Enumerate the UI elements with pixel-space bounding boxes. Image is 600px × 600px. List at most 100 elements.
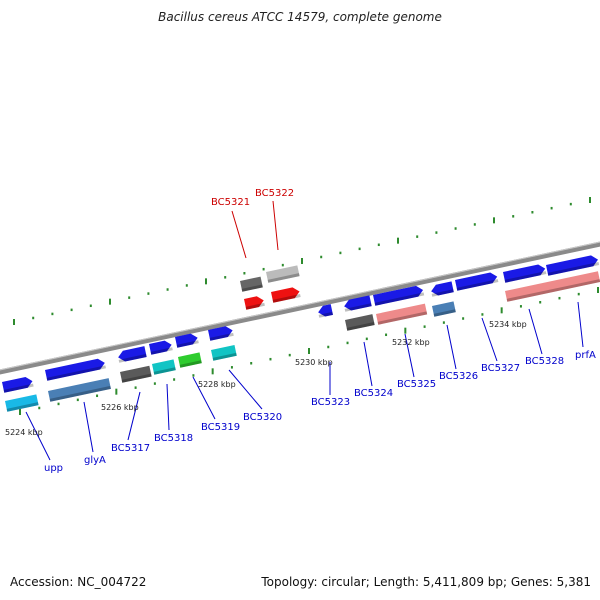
upper-scale-tick (589, 197, 591, 203)
scale-label-5228: 5228 kbp (198, 380, 236, 389)
gene-block-BC5328-lower[interactable] (504, 271, 600, 302)
leader-upp (25, 411, 51, 461)
leader-BC5321 (231, 210, 247, 259)
upper-scale-tick (185, 284, 188, 287)
leader-BC5325 (404, 333, 415, 378)
lower-scale-tick (481, 313, 484, 316)
gene-label-BC5318[interactable]: BC5318 (154, 433, 193, 444)
upper-scale-tick (224, 276, 227, 279)
lower-scale-tick (134, 386, 137, 389)
lower-scale-tick (230, 366, 233, 369)
lower-scale-tick (211, 368, 214, 375)
scale-label-5234: 5234 kbp (489, 320, 527, 329)
lower-scale-tick (577, 292, 580, 296)
upper-scale-tick (512, 215, 515, 218)
upper-scale-tick (147, 292, 150, 295)
gene-block-BC5318[interactable] (149, 339, 173, 355)
gene-label-BC5323[interactable]: BC5323 (311, 397, 350, 408)
lower-scale-tick (96, 394, 99, 398)
map-title: Bacillus cereus ATCC 14579, complete gen… (158, 10, 442, 24)
leader-BC5318 (166, 383, 170, 431)
upper-scale-tick (281, 263, 284, 267)
lower-scale-tick (153, 382, 156, 385)
leader-BC5327 (481, 317, 498, 362)
gene-label-BC5320[interactable]: BC5320 (243, 412, 282, 423)
lower-scale-tick (462, 317, 465, 320)
gene-block-BC5326[interactable] (430, 281, 454, 297)
gene-label-BC5326[interactable]: BC5326 (439, 371, 478, 382)
gene-label-BC5322[interactable]: BC5322 (255, 188, 294, 199)
scale-label-5226: 5226 kbp (101, 403, 139, 412)
gene-block-BC5322-grey[interactable] (266, 265, 300, 283)
scale-label-5224: 5224 kbp (5, 428, 43, 437)
gene-block-BC5325-lower[interactable] (376, 303, 428, 325)
lower-scale-tick (288, 353, 291, 357)
gene-block-BC5317[interactable] (117, 346, 147, 363)
gene-block-BC5328[interactable] (503, 263, 547, 283)
feature-blocks (2, 254, 600, 412)
gene-label-BC5324[interactable]: BC5324 (354, 388, 393, 399)
upper-scale-tick (397, 237, 399, 244)
lower-scale-tick (192, 374, 195, 377)
upper-scale-tick (13, 319, 15, 325)
gene-label-BC5321[interactable]: BC5321 (211, 197, 250, 208)
upper-scale-tick (243, 272, 246, 275)
leader-BC5328 (528, 308, 543, 355)
gene-label-upp[interactable]: upp (44, 463, 63, 474)
leader-BC5319 (192, 376, 216, 420)
gene-block-BC5324-lower[interactable] (345, 314, 375, 331)
gene-block-BC5317-lower[interactable] (120, 365, 152, 383)
upper-scale-tick (262, 267, 265, 271)
gene-label-prfA[interactable]: prfA (575, 350, 596, 361)
gene-label-BC5319[interactable]: BC5319 (201, 422, 240, 433)
lower-scale-tick (57, 402, 60, 406)
lower-scale-tick (539, 301, 542, 304)
upper-scale-tick (320, 255, 323, 259)
gene-label-BC5327[interactable]: BC5327 (481, 363, 520, 374)
upper-scale-tick (493, 217, 495, 224)
gene-block-BC5326-lower[interactable] (432, 301, 456, 317)
gene-label-BC5325[interactable]: BC5325 (397, 379, 436, 390)
label-leaders (25, 200, 584, 461)
lower-scale-tick (346, 341, 349, 345)
gene-block-BC5319-lower[interactable] (178, 352, 202, 368)
upper-scale-tick (339, 251, 342, 255)
lower-scale-tick (423, 325, 426, 328)
gene-block-BC5320[interactable] (208, 325, 234, 341)
lower-scale-tick (115, 388, 118, 395)
gene-block-BC5320-lower[interactable] (211, 345, 237, 361)
gene-block-prfA[interactable] (546, 254, 600, 276)
gene-block-BC5325[interactable] (373, 285, 425, 306)
upper-scale-tick (89, 304, 92, 308)
lower-scale-tick (558, 296, 561, 300)
gene-block-BC5323[interactable] (317, 304, 333, 318)
lower-scale-tick (38, 406, 41, 410)
lower-scale-tick (442, 321, 445, 324)
gene-label-BC5317[interactable]: BC5317 (111, 443, 150, 454)
gene-block-BC5321-grey[interactable] (240, 276, 263, 292)
upper-scale-tick (301, 258, 303, 264)
scale-dots (13, 197, 599, 415)
lower-scale-tick (19, 409, 21, 415)
gene-block-BC5322[interactable] (271, 286, 301, 303)
upper-scale-tick (569, 202, 572, 206)
gene-block-upp-lower[interactable] (5, 394, 39, 412)
gene-block-upp[interactable] (2, 376, 34, 393)
lower-scale-tick (597, 287, 599, 293)
gene-block-glyA[interactable] (45, 358, 106, 381)
gene-block-BC5319[interactable] (175, 332, 199, 348)
upper-scale-tick (109, 298, 111, 305)
upper-scale-tick (435, 231, 438, 234)
gene-block-glyA-lower[interactable] (48, 378, 111, 402)
genome-backbone-highlight (0, 241, 600, 371)
upper-scale-tick (416, 235, 419, 238)
gene-block-BC5324[interactable] (343, 295, 372, 312)
leader-BC5322 (272, 200, 279, 251)
gene-block-BC5321[interactable] (244, 295, 265, 310)
gene-label-BC5328[interactable]: BC5328 (525, 356, 564, 367)
gene-label-glyA[interactable]: glyA (84, 455, 106, 466)
gene-block-BC5327[interactable] (455, 271, 499, 291)
gene-block-BC5318-lower[interactable] (152, 359, 176, 375)
upper-scale-tick (473, 223, 476, 226)
